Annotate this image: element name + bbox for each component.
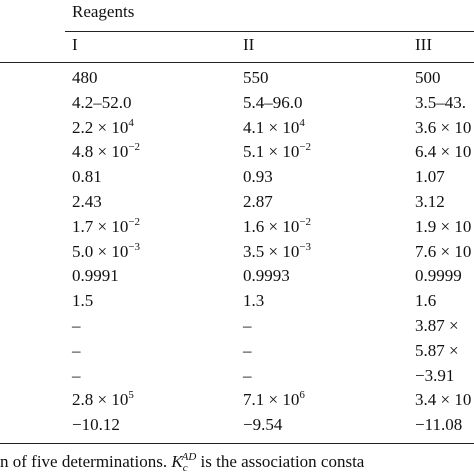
cell-exponent: −2 <box>128 141 141 154</box>
cell: 2.87 <box>243 192 273 211</box>
cell: 550 <box>243 68 269 87</box>
cell: 1.5 <box>72 291 94 311</box>
cell: 2.2 × 104 <box>72 116 134 138</box>
cell: 1.9 × 10 <box>415 217 471 237</box>
cell-base: 4.8 × 10 <box>72 142 129 162</box>
cell: 0.81 <box>72 167 102 187</box>
cell: 3.12 <box>415 192 445 211</box>
cell: 2.8 × 105 <box>72 390 134 410</box>
cell: 1.3 <box>243 291 265 311</box>
cell: 480 <box>72 68 98 87</box>
cell: – <box>243 316 252 335</box>
cell: −3.91 <box>415 365 455 385</box>
cell-exponent: −3 <box>128 240 141 253</box>
footnote-sup: AD <box>181 451 197 463</box>
cell: 0.9991 <box>72 266 119 286</box>
cell-exponent: 4 <box>128 116 134 129</box>
cell: 1.6 × 10−2 <box>243 215 312 237</box>
footnote-text: n of five determinations. <box>0 452 168 471</box>
cell-exponent: 5 <box>128 389 134 402</box>
cell-base: 2.8 × 10 <box>72 390 129 410</box>
cell: 0.9999 <box>415 266 462 286</box>
cell-exponent: −2 <box>299 215 312 228</box>
cell: 5.4–96.0 <box>243 92 303 112</box>
cell-base: 4.1 × 10 <box>243 117 300 137</box>
cell: 1.07 <box>415 167 445 187</box>
column-header: III <box>415 35 432 54</box>
cell-base: 3.4 × 10 <box>415 390 472 410</box>
column-header: II <box>243 35 255 54</box>
cell: 7.1 × 106 <box>243 390 305 410</box>
cell: 3.4 × 10 <box>415 390 471 410</box>
cell-base: 5.1 × 10 <box>243 142 300 162</box>
cell-exponent: −2 <box>299 141 312 154</box>
cell: 1.6 <box>415 291 437 311</box>
column-header: I <box>72 35 78 54</box>
cell-exponent: 6 <box>299 389 305 402</box>
cell: – <box>72 316 81 335</box>
cell: – <box>243 340 252 360</box>
cell: 3.5 × 10−3 <box>243 240 312 262</box>
cell: – <box>72 340 81 360</box>
cell-base: 2.2 × 10 <box>72 117 129 137</box>
cell: 7.6 × 10 <box>415 242 471 262</box>
cell: −11.08 <box>415 415 463 435</box>
cell-base: 3.6 × 10 <box>415 117 472 137</box>
cell: 2.43 <box>72 192 102 211</box>
cell-exponent: 4 <box>299 116 305 129</box>
cell: 3.5–43. <box>415 92 466 112</box>
cell-base: 6.4 × 10 <box>415 142 472 162</box>
cell-base: 3.5 × 10 <box>243 241 300 261</box>
cell-base: 5.0 × 10 <box>72 241 129 261</box>
cell: 3.6 × 10 <box>415 118 471 138</box>
cell: 5.87 × <box>415 340 459 360</box>
footnote-symbol: K <box>171 452 183 471</box>
cell: −10.12 <box>72 415 120 435</box>
cell: 0.93 <box>243 167 273 187</box>
footnote-sub: c <box>182 462 188 474</box>
cell-base: 1.6 × 10 <box>243 216 300 236</box>
cell-exponent: −2 <box>128 215 141 228</box>
cell: 3.87 × <box>415 316 459 335</box>
cell: 1.7 × 10−2 <box>72 215 141 237</box>
header-rule <box>65 31 474 32</box>
cell-base: 7.6 × 10 <box>415 241 472 261</box>
cell: 5.1 × 10−2 <box>243 142 311 162</box>
cell: 6.4 × 10 <box>415 142 471 162</box>
header-bottom-rule <box>0 62 474 63</box>
cell-base: 7.1 × 10 <box>243 390 300 410</box>
cell: −9.54 <box>243 415 283 435</box>
cell-base: 1.9 × 10 <box>415 216 472 236</box>
footnote-text: is the association consta <box>200 452 365 471</box>
cell: 0.9993 <box>243 266 290 286</box>
cell: 4.8 × 10−2 <box>72 142 140 162</box>
cell: 4.1 × 104 <box>243 116 305 138</box>
cell-base: 1.7 × 10 <box>72 216 129 236</box>
cell: – <box>243 365 252 385</box>
cell: 500 <box>415 68 441 87</box>
table-bottom-rule <box>0 443 474 444</box>
group-header: Reagents <box>72 2 135 21</box>
cell: – <box>72 365 81 385</box>
cell: 4.2–52.0 <box>72 92 132 112</box>
cell-exponent: −3 <box>299 240 312 253</box>
footnote: n of five determinations. KcAD is the as… <box>0 451 365 474</box>
cell: 5.0 × 10−3 <box>72 240 141 262</box>
